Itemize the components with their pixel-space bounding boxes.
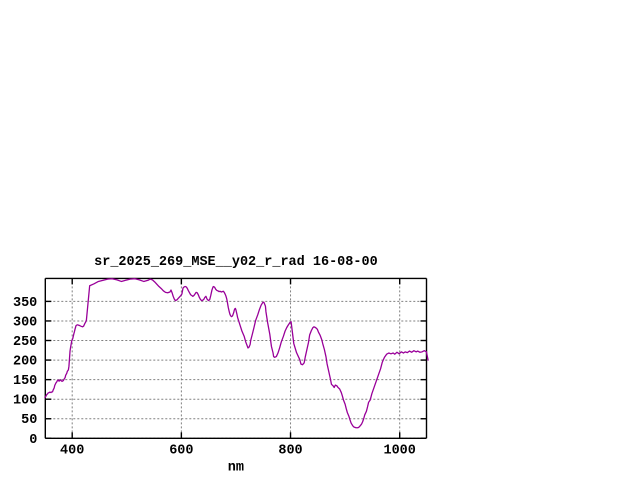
svg-text:150: 150 (13, 374, 37, 389)
svg-text:800: 800 (278, 443, 302, 458)
svg-text:sr_2025_269_MSE__y02_r_rad 16-: sr_2025_269_MSE__y02_r_rad 16-08-00 (94, 255, 378, 270)
svg-text:300: 300 (13, 315, 37, 330)
svg-text:50: 50 (21, 413, 37, 428)
svg-text:nm: nm (228, 460, 244, 475)
svg-text:200: 200 (13, 355, 37, 370)
svg-text:100: 100 (13, 394, 37, 409)
svg-text:600: 600 (169, 443, 193, 458)
svg-text:1000: 1000 (383, 443, 415, 458)
svg-text:0: 0 (29, 433, 37, 448)
svg-text:400: 400 (60, 443, 84, 458)
svg-text:350: 350 (13, 296, 37, 311)
svg-text:250: 250 (13, 335, 37, 350)
